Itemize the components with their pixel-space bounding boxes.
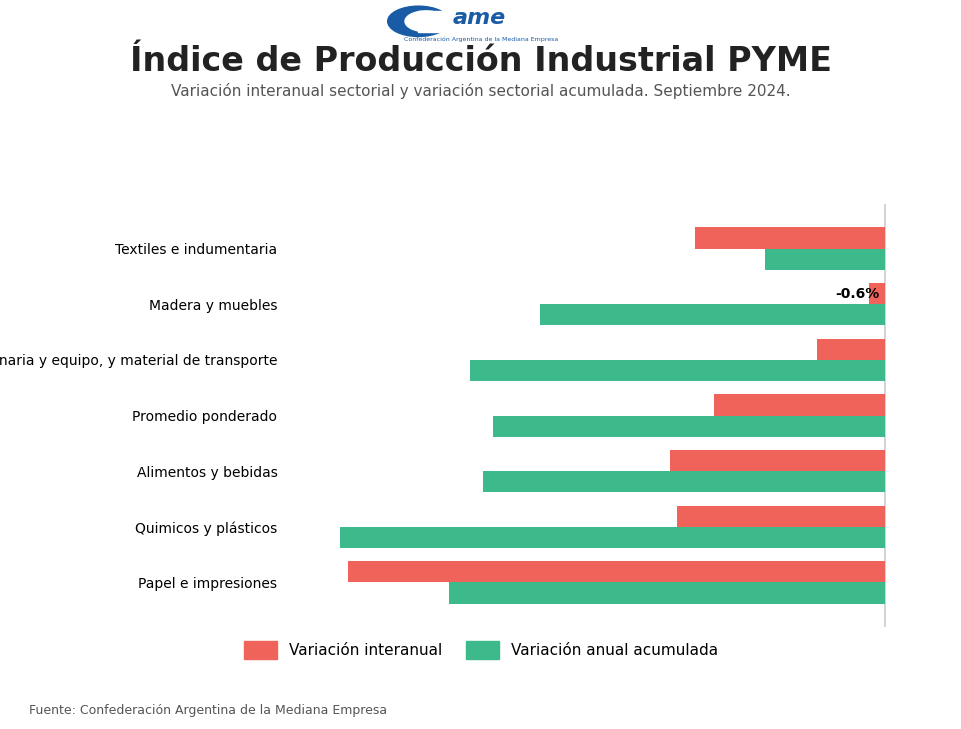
Bar [493,416,884,437]
Text: Índice de Producción Industrial PYME: Índice de Producción Industrial PYME [130,45,831,79]
Bar [713,394,884,416]
Bar [539,304,884,325]
Text: -15.5%: -15.5% [892,475,946,488]
Text: -2.6%: -2.6% [892,343,936,356]
Text: -13.3%: -13.3% [892,308,946,321]
Circle shape [387,6,449,36]
Bar [868,283,884,304]
Bar [669,450,884,471]
Bar [482,471,884,492]
Bar [348,561,884,582]
Text: -8%: -8% [892,510,921,523]
Bar [418,11,449,32]
Bar [765,249,884,270]
Bar [470,360,884,381]
Text: Confederación Argentina de la Mediana Empresa: Confederación Argentina de la Mediana Em… [404,36,557,42]
Text: -16.8%: -16.8% [892,586,946,600]
Text: -20.7%: -20.7% [892,565,946,579]
Text: -0.6%: -0.6% [834,286,878,300]
Legend: Variación interanual, Variación anual acumulada: Variación interanual, Variación anual ac… [235,634,726,667]
Bar [340,527,884,548]
Text: -15.1%: -15.1% [892,419,946,433]
Text: ame: ame [452,8,505,28]
Text: Fuente: Confederación Argentina de la Mediana Empresa: Fuente: Confederación Argentina de la Me… [29,704,386,717]
Text: -4.6%: -4.6% [892,252,936,266]
Circle shape [405,11,447,32]
Bar [695,227,884,249]
Text: -6.6%: -6.6% [892,398,936,412]
Text: -16%: -16% [892,364,930,378]
Text: -21%: -21% [892,531,930,545]
Bar [677,506,884,527]
Bar [817,339,884,360]
Text: -8.3%: -8.3% [892,453,936,467]
Text: Variación interanual sectorial y variación sectorial acumulada. Septiembre 2024.: Variación interanual sectorial y variaci… [171,83,790,99]
Text: -7.3%: -7.3% [892,231,936,245]
Bar [449,582,884,604]
